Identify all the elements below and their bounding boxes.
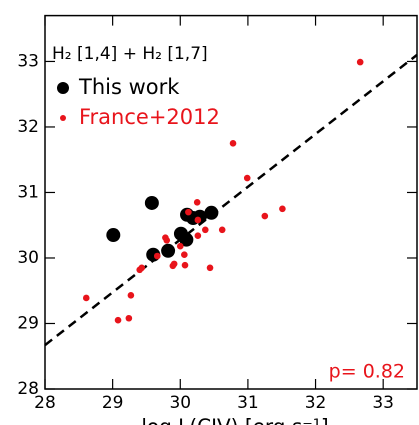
legend-title: H₂ [1,4] + H₂ [1,7] (52, 44, 208, 64)
point (279, 205, 286, 213)
point (181, 251, 188, 259)
point (82, 294, 90, 302)
point (229, 140, 237, 147)
point (161, 243, 176, 258)
point (194, 232, 202, 240)
y-tick-label: 33 (17, 51, 39, 71)
point (144, 195, 159, 210)
point (185, 208, 192, 216)
legend-marker (60, 115, 66, 121)
point (125, 314, 133, 322)
x-tick-label: 28 (34, 393, 56, 413)
point (243, 174, 251, 182)
point (153, 252, 161, 260)
y-tick-label: 31 (17, 182, 39, 202)
point (181, 261, 189, 269)
point (163, 236, 171, 244)
x-tick-label: 32 (305, 393, 327, 413)
fit-line (44, 53, 418, 347)
point (179, 232, 194, 247)
x-tick-label: 30 (169, 393, 191, 413)
point (127, 292, 135, 299)
y-tick-label: 30 (17, 248, 39, 268)
legend-marker (57, 82, 69, 94)
x-tick-label: 31 (237, 393, 259, 413)
point (106, 228, 121, 243)
plot-frame (44, 14, 418, 390)
x-axis-label: log L(CIV) [erg s⁻¹] (141, 415, 328, 425)
point (356, 58, 364, 66)
point (194, 216, 202, 224)
y-tick-label: 29 (17, 313, 39, 333)
y-tick-label: 28 (17, 379, 39, 399)
y-tick-label: 32 (17, 117, 39, 137)
point (176, 242, 184, 250)
annotation: p= 0.82 (329, 361, 405, 383)
point (218, 226, 226, 234)
point (170, 260, 178, 268)
point (138, 264, 146, 272)
x-tick-label: 33 (372, 393, 394, 413)
x-tick-label: 29 (102, 393, 124, 413)
point (114, 316, 122, 324)
point (201, 226, 209, 234)
point (204, 205, 219, 220)
legend-label: France+2012 (79, 105, 220, 129)
point (206, 264, 214, 272)
legend-label: This work (78, 75, 180, 99)
point (193, 199, 201, 206)
point (261, 212, 269, 220)
